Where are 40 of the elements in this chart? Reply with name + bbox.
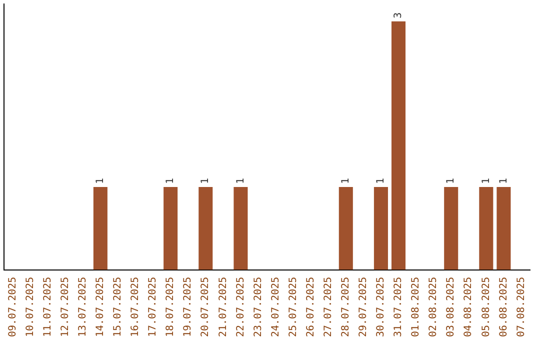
x-tick-label: 28.07.2025 xyxy=(340,276,352,338)
data-label: 1 xyxy=(235,178,246,184)
x-tick-label: 30.07.2025 xyxy=(376,276,387,338)
data-label: 3 xyxy=(393,12,404,18)
x-tick-label: 03.08.2025 xyxy=(446,276,457,338)
x-tick-label: 02.08.2025 xyxy=(428,276,440,338)
x-tick-label: 16.07.2025 xyxy=(130,276,142,338)
x-tick-label: 09.07.2025 xyxy=(7,276,18,338)
x-tick-label: 10.07.2025 xyxy=(24,276,36,338)
x-tick-label: 13.07.2025 xyxy=(77,276,88,338)
x-tick-label: 01.08.2025 xyxy=(410,276,422,338)
data-label: 1 xyxy=(480,178,492,184)
data-label: 1 xyxy=(165,178,176,184)
data-label: 1 xyxy=(446,178,457,184)
x-tick-label: 14.07.2025 xyxy=(95,276,106,338)
x-tick-label: 31.07.2025 xyxy=(393,276,404,338)
x-tick-label: 11.07.2025 xyxy=(42,276,54,338)
x-tick-label: 20.07.2025 xyxy=(200,276,212,338)
x-tick-label: 21.07.2025 xyxy=(218,276,229,338)
x-tick-label: 06.08.2025 xyxy=(498,276,510,338)
x-tick-label: 12.07.2025 xyxy=(60,276,71,338)
x-tick-label: 19.07.2025 xyxy=(182,276,194,338)
x-tick-label: 22.07.2025 xyxy=(235,276,246,338)
x-tick-label: 17.07.2025 xyxy=(148,276,159,338)
x-tick-label: 05.08.2025 xyxy=(480,276,492,338)
data-label: 1 xyxy=(340,178,352,184)
data-label: 1 xyxy=(95,178,106,184)
x-tick-label: 07.08.2025 xyxy=(516,276,527,338)
x-tick-label: 27.07.2025 xyxy=(322,276,334,338)
x-tick-label: 24.07.2025 xyxy=(270,276,282,338)
data-label: 1 xyxy=(376,178,387,184)
x-tick-label: 29.07.2025 xyxy=(358,276,370,338)
x-tick-label: 25.07.2025 xyxy=(288,276,299,338)
x-tick-label: 15.07.2025 xyxy=(112,276,124,338)
x-tick-label: 18.07.2025 xyxy=(165,276,176,338)
x-tick-label: 23.07.2025 xyxy=(252,276,264,338)
data-label: 1 xyxy=(200,178,212,184)
x-tick-label: 04.08.2025 xyxy=(463,276,474,338)
data-label: 1 xyxy=(498,178,510,184)
x-tick-label: 26.07.2025 xyxy=(305,276,316,338)
